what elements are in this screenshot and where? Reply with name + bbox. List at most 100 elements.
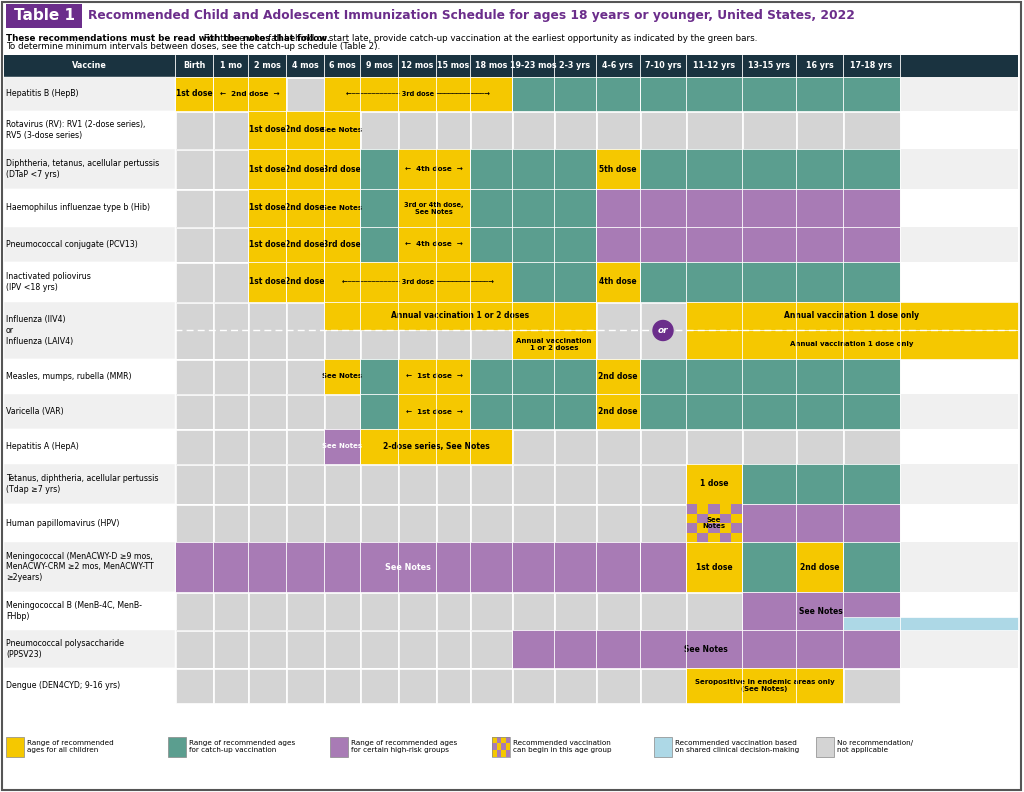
Bar (640, 262, 900, 302)
Bar (213, 543, 248, 592)
Bar (4, 55, 1018, 77)
Text: 19-23 mos: 19-23 mos (510, 62, 556, 70)
Bar (742, 262, 796, 302)
Bar (720, 532, 731, 542)
Text: ←  1st dose  →: ← 1st dose → (406, 409, 463, 414)
Bar (360, 668, 397, 703)
Bar (709, 532, 720, 542)
Bar (470, 464, 512, 504)
Bar (640, 429, 685, 463)
Text: 4th dose: 4th dose (599, 277, 637, 287)
Bar (4, 464, 175, 504)
Bar (797, 150, 843, 188)
Bar (512, 262, 596, 302)
Circle shape (653, 321, 673, 341)
Bar (697, 523, 709, 532)
Bar (597, 394, 640, 428)
Bar (436, 394, 469, 428)
Bar (4, 149, 175, 189)
Text: Recommended vaccination based
on shared clinical decision-making: Recommended vaccination based on shared … (675, 740, 800, 753)
Bar (286, 149, 324, 189)
Bar (4, 429, 1018, 464)
Text: 3rd dose: 3rd dose (324, 165, 360, 173)
Bar (324, 189, 360, 227)
Text: 1st dose: 1st dose (176, 89, 212, 98)
Text: 12 mos: 12 mos (400, 62, 433, 70)
Bar (512, 464, 554, 504)
Bar (731, 504, 742, 513)
Bar (742, 543, 796, 592)
Text: ←  1st dose  →: ← 1st dose → (406, 374, 463, 379)
Bar (287, 592, 324, 630)
Bar (470, 505, 512, 542)
Bar (287, 360, 324, 394)
Bar (398, 360, 435, 394)
Bar (4, 189, 1018, 227)
Bar (4, 542, 175, 592)
Bar (325, 189, 359, 227)
Bar (844, 78, 899, 111)
Bar (470, 429, 512, 463)
Bar (4, 504, 175, 542)
Bar (742, 429, 796, 463)
Bar (555, 464, 596, 504)
Bar (640, 112, 685, 148)
Bar (213, 668, 248, 703)
Bar (249, 189, 286, 227)
Bar (360, 150, 397, 188)
Bar (4, 302, 1018, 359)
Text: 2nd dose: 2nd dose (800, 562, 840, 572)
Bar (512, 189, 554, 227)
Bar (324, 429, 360, 464)
Bar (249, 543, 286, 592)
Bar (686, 523, 697, 532)
Bar (325, 112, 359, 148)
Text: Inactivated poliovirus
(IPV <18 yrs): Inactivated poliovirus (IPV <18 yrs) (6, 272, 91, 292)
Text: Birth: Birth (183, 62, 205, 70)
Text: or: or (657, 326, 669, 335)
Bar (470, 78, 512, 111)
Bar (512, 77, 640, 111)
Bar (287, 189, 324, 227)
Text: 2-dose series, See Notes: 2-dose series, See Notes (383, 442, 489, 451)
Bar (844, 464, 899, 504)
Bar (398, 149, 470, 189)
Bar (175, 360, 213, 394)
Text: 1st dose: 1st dose (249, 204, 286, 212)
Bar (287, 78, 324, 111)
Bar (4, 359, 175, 394)
Bar (4, 262, 1018, 302)
Bar (213, 227, 248, 261)
Bar (506, 743, 510, 750)
Bar (360, 149, 512, 189)
Text: Annual vaccination 1 dose only: Annual vaccination 1 dose only (784, 311, 920, 320)
Bar (436, 630, 469, 668)
Bar (436, 150, 469, 188)
Bar (286, 227, 324, 262)
Bar (742, 464, 900, 504)
Bar (213, 303, 248, 359)
Bar (213, 78, 248, 111)
Bar (398, 592, 435, 630)
Bar (4, 592, 1018, 630)
Bar (325, 429, 359, 463)
Bar (640, 592, 685, 630)
Bar (596, 359, 640, 394)
Bar (686, 262, 741, 302)
Bar (325, 360, 359, 394)
Bar (497, 750, 501, 756)
Bar (213, 150, 248, 188)
Bar (470, 360, 512, 394)
Bar (742, 189, 796, 227)
Bar (175, 262, 213, 302)
Text: ←  4th dose  →: ← 4th dose → (406, 242, 463, 247)
Bar (470, 227, 512, 261)
Bar (640, 630, 685, 668)
Text: Recommended vaccination
can begin in this age group: Recommended vaccination can begin in thi… (513, 740, 611, 753)
Bar (731, 513, 742, 523)
Bar (512, 78, 554, 111)
Bar (640, 359, 900, 394)
Bar (555, 394, 596, 428)
Text: 2nd dose: 2nd dose (598, 407, 638, 416)
Text: Diphtheria, tetanus, acellular pertussis
(DTaP <7 yrs): Diphtheria, tetanus, acellular pertussis… (6, 159, 160, 179)
